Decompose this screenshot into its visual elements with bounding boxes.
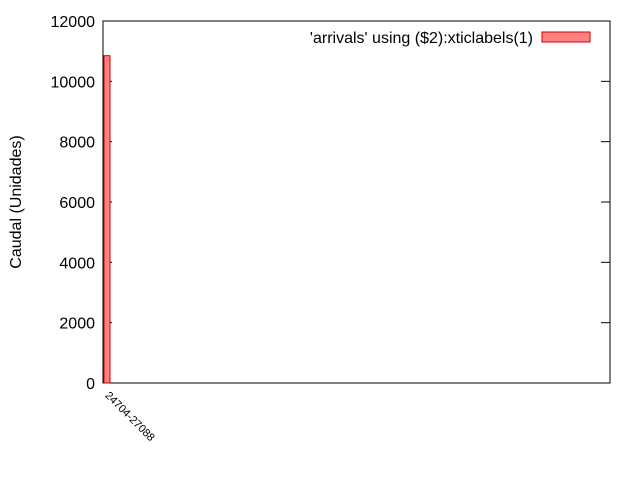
legend: 'arrivals' using ($2):xticlabels(1) <box>310 30 591 47</box>
x-axis: 24704-27088 <box>102 390 156 444</box>
y-tick-label: 8000 <box>59 135 95 152</box>
legend-swatch <box>541 31 591 43</box>
y-tick-label: 0 <box>86 376 95 393</box>
x-tick-label: 24704-27088 <box>102 390 156 444</box>
legend-label: 'arrivals' using ($2):xticlabels(1) <box>310 30 533 47</box>
bar <box>103 55 111 384</box>
y-tick-label: 4000 <box>59 255 95 272</box>
y-axis: 0 2000 4000 6000 8000 10000 12000 <box>51 14 610 393</box>
y-tick-label: 2000 <box>59 316 95 333</box>
bars <box>103 55 111 384</box>
y-tick-label: 12000 <box>51 14 96 31</box>
y-tick-label: 10000 <box>51 74 96 91</box>
y-axis-title: Caudal (Unidades) <box>8 135 25 268</box>
plot-area <box>102 20 611 384</box>
y-tick-label: 6000 <box>59 195 95 212</box>
